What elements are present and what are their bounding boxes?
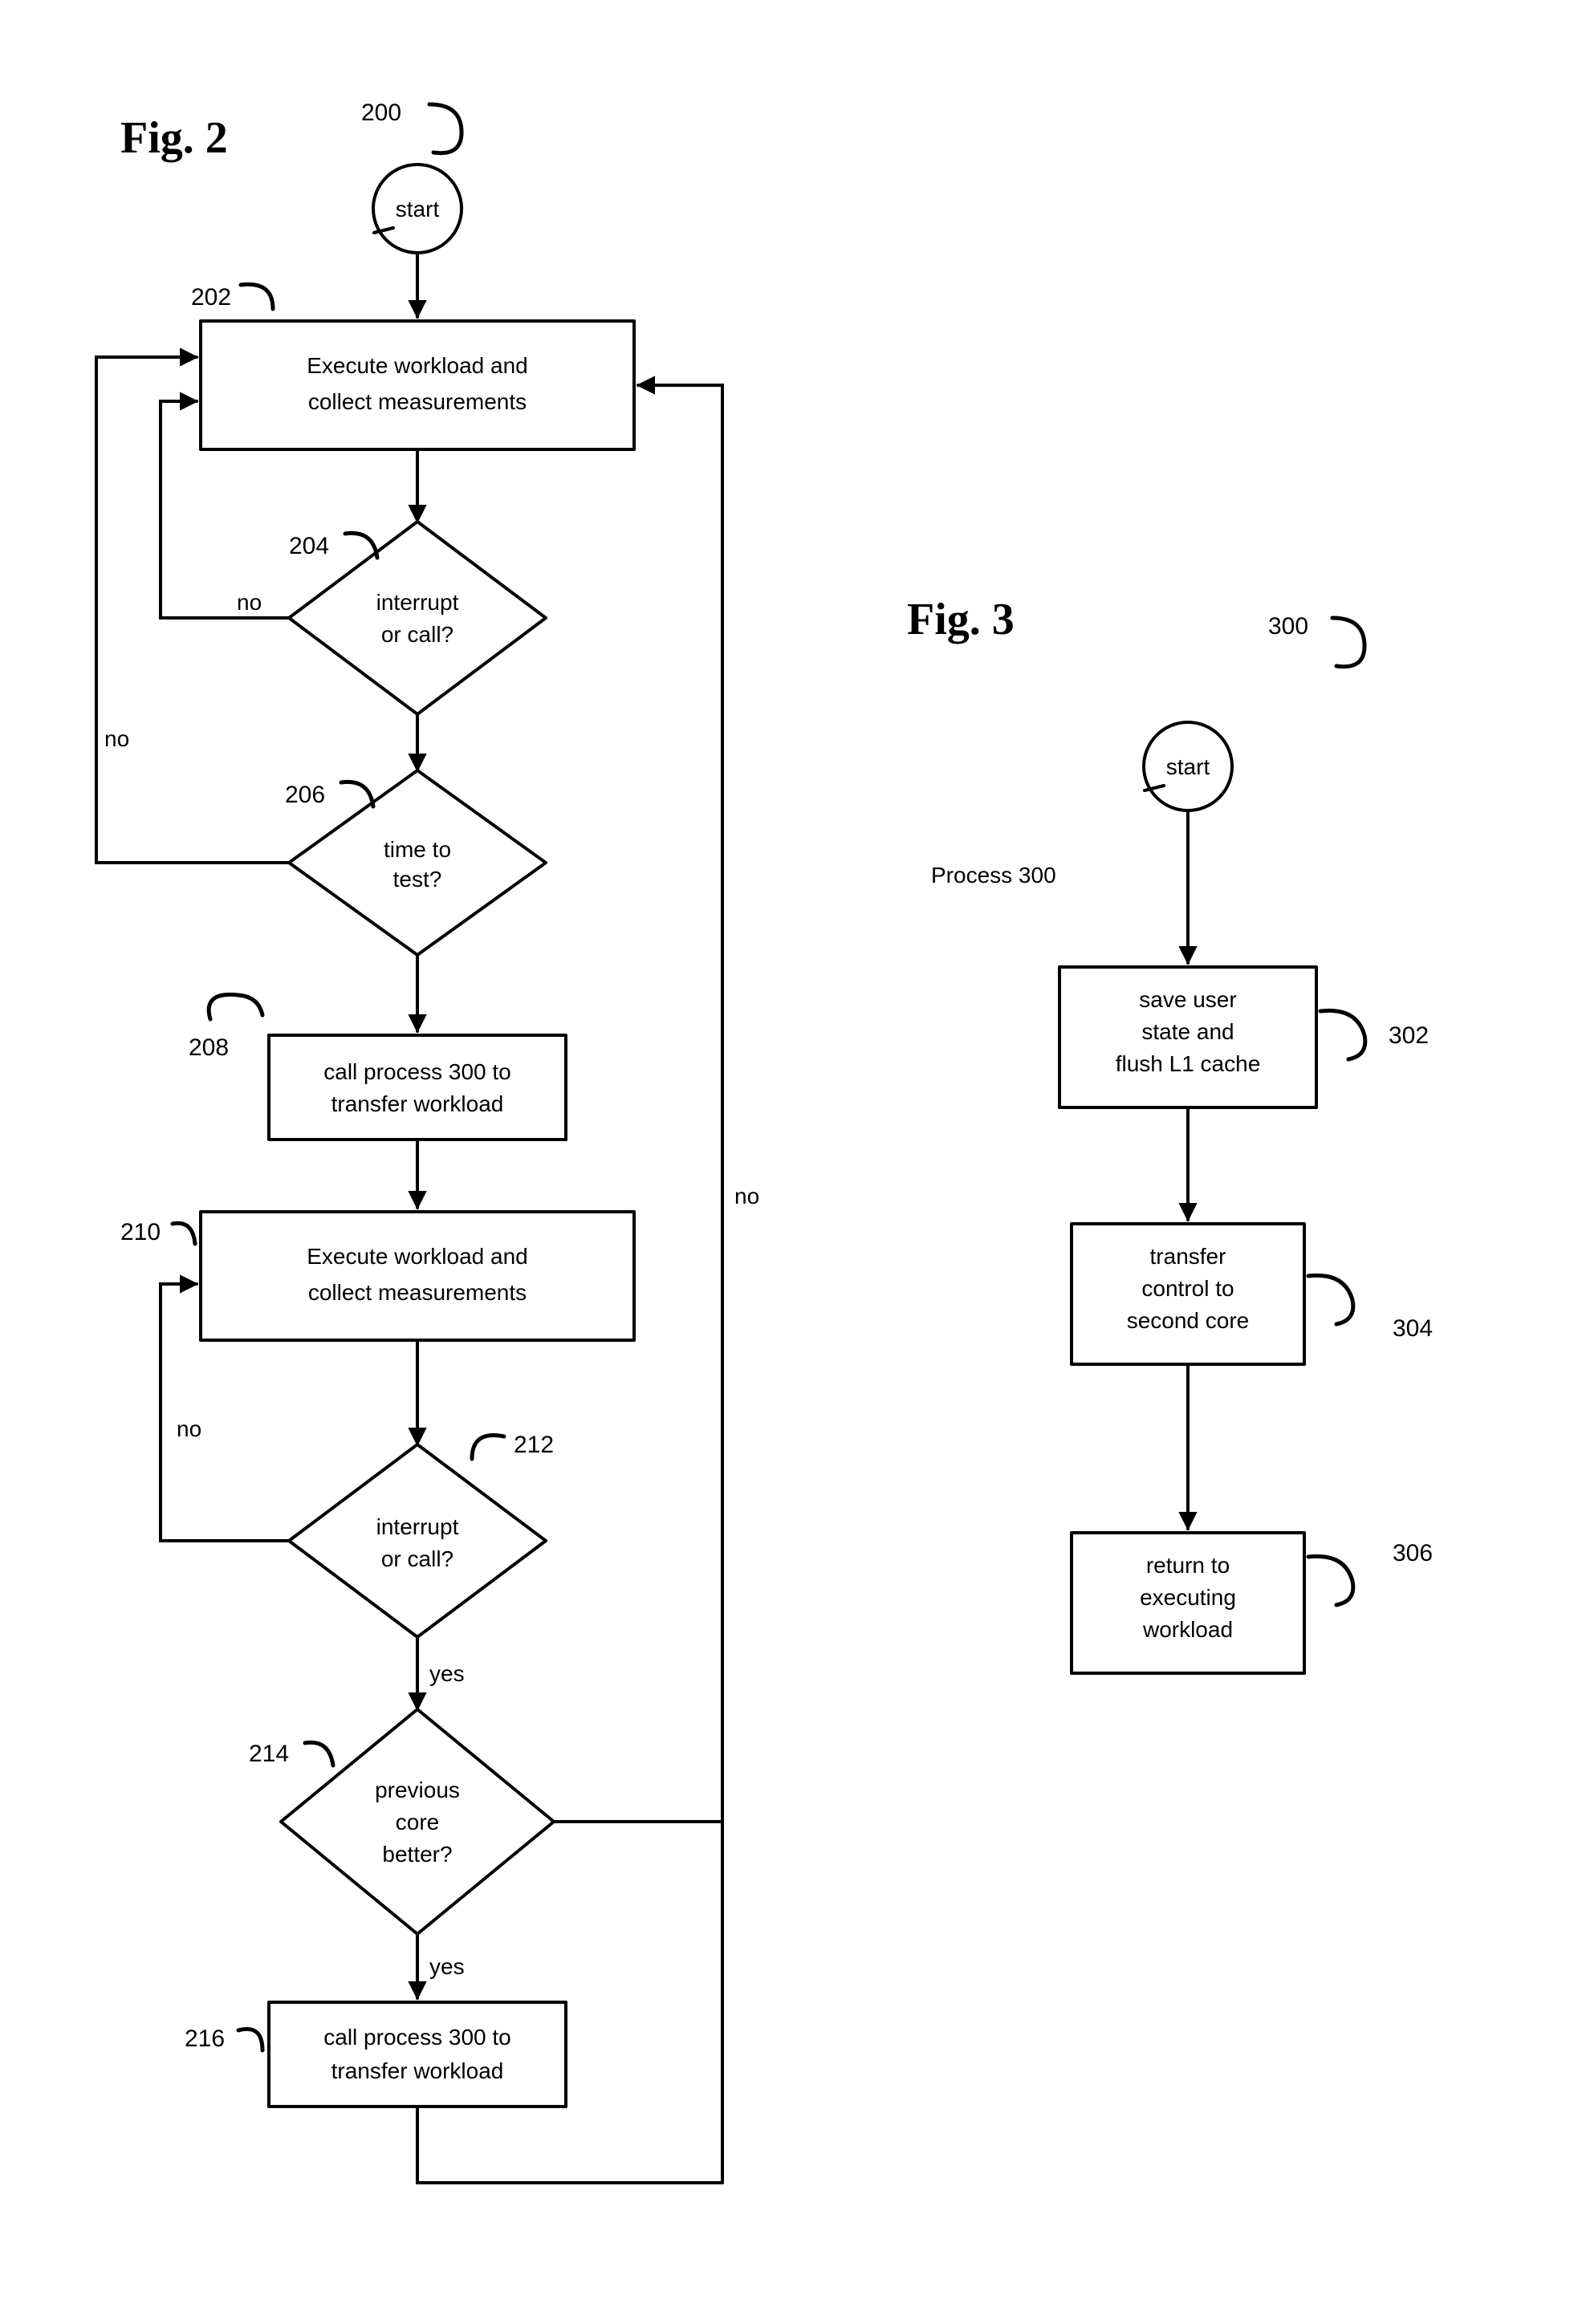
fig3-start-terminator: start (1144, 722, 1232, 811)
edge-206-no-label: no (104, 726, 129, 751)
edge-212-no-label: no (177, 1416, 201, 1441)
node-208-line1: call process 300 to (323, 1059, 510, 1084)
ref-216: 216 (185, 2025, 225, 2052)
flowchart-stage: Fig. 2 200 start Execute workload and co… (0, 0, 1578, 2324)
node-204-line1: interrupt (376, 590, 459, 615)
ref-hook-300 (1332, 618, 1364, 667)
ref-306: 306 (1393, 1540, 1433, 1566)
edge-214-yes-label: yes (429, 1954, 465, 1979)
node-306-line1: return to (1146, 1553, 1230, 1578)
fig2-start-label: start (396, 197, 440, 221)
fig2-start-terminator: start (373, 165, 462, 253)
fig3-start-label: start (1166, 754, 1210, 779)
ref-hook-202 (241, 284, 273, 309)
node-302: save user state and flush L1 cache (1059, 967, 1316, 1107)
ref-hook-302 (1320, 1010, 1365, 1059)
node-304-line2: control to (1141, 1276, 1234, 1301)
ref-212: 212 (514, 1432, 554, 1458)
node-304-line1: transfer (1150, 1244, 1226, 1269)
node-202-line1: Execute workload and (307, 353, 528, 378)
ref-304: 304 (1393, 1315, 1433, 1342)
edge-212-yes-label: yes (429, 1661, 465, 1686)
ref-202: 202 (191, 284, 231, 311)
node-306-line2: executing (1140, 1585, 1236, 1610)
fig2-ref-200: 200 (361, 100, 401, 126)
ref-hook-214 (305, 1742, 333, 1765)
fig2-title: Fig. 2 (120, 113, 228, 163)
node-210-line1: Execute workload and (307, 1244, 528, 1269)
node-206-line1: time to (384, 837, 451, 862)
node-210: Execute workload and collect measurement… (201, 1212, 634, 1340)
node-208-line2: transfer workload (331, 1091, 504, 1116)
edge-214-no (554, 385, 722, 1822)
ref-hook-208 (209, 994, 262, 1019)
ref-204: 204 (289, 533, 329, 559)
edge-216-feedback (417, 2107, 722, 2183)
ref-hook-210 (173, 1223, 195, 1244)
ref-hook-216 (238, 2029, 262, 2050)
node-202-line2: collect measurements (308, 389, 527, 414)
node-212-line2: or call? (381, 1546, 453, 1571)
edge-204-no-label: no (237, 590, 262, 615)
node-208: call process 300 to transfer workload (269, 1035, 566, 1140)
node-302-line1: save user (1139, 987, 1236, 1012)
node-214-line2: core (396, 1810, 439, 1834)
node-302-line2: state and (1141, 1019, 1234, 1044)
node-206: time to test? (289, 770, 546, 955)
ref-302: 302 (1389, 1022, 1429, 1049)
node-216: call process 300 to transfer workload (269, 2002, 566, 2107)
node-210-line2: collect measurements (308, 1280, 527, 1305)
node-212-line1: interrupt (376, 1514, 459, 1539)
ref-hook-200 (429, 104, 462, 153)
node-304: transfer control to second core (1072, 1224, 1304, 1364)
fig3-ref-300: 300 (1268, 613, 1308, 640)
node-202: Execute workload and collect measurement… (201, 321, 634, 449)
ref-hook-306 (1308, 1556, 1353, 1605)
ref-208: 208 (189, 1034, 229, 1061)
ref-214: 214 (249, 1741, 289, 1767)
fig3-subtitle: Process 300 (931, 863, 1056, 888)
ref-210: 210 (120, 1219, 161, 1245)
ref-206: 206 (285, 782, 325, 808)
node-204-line2: or call? (381, 622, 453, 647)
node-306-line3: workload (1142, 1617, 1233, 1642)
ref-hook-206 (341, 782, 373, 806)
node-302-line3: flush L1 cache (1116, 1051, 1261, 1076)
node-304-line3: second core (1127, 1308, 1250, 1333)
node-216-line1: call process 300 to (323, 2025, 510, 2050)
node-214-line3: better? (382, 1842, 452, 1867)
node-212: interrupt or call? (289, 1444, 546, 1637)
node-306: return to executing workload (1072, 1533, 1304, 1673)
node-206-line2: test? (393, 867, 442, 892)
edge-214-no-label: no (734, 1184, 759, 1209)
ref-hook-212 (472, 1436, 504, 1459)
fig3-title: Fig. 3 (907, 595, 1015, 644)
node-216-line2: transfer workload (331, 2058, 504, 2083)
ref-hook-304 (1308, 1275, 1353, 1324)
node-214-line1: previous (375, 1778, 460, 1802)
